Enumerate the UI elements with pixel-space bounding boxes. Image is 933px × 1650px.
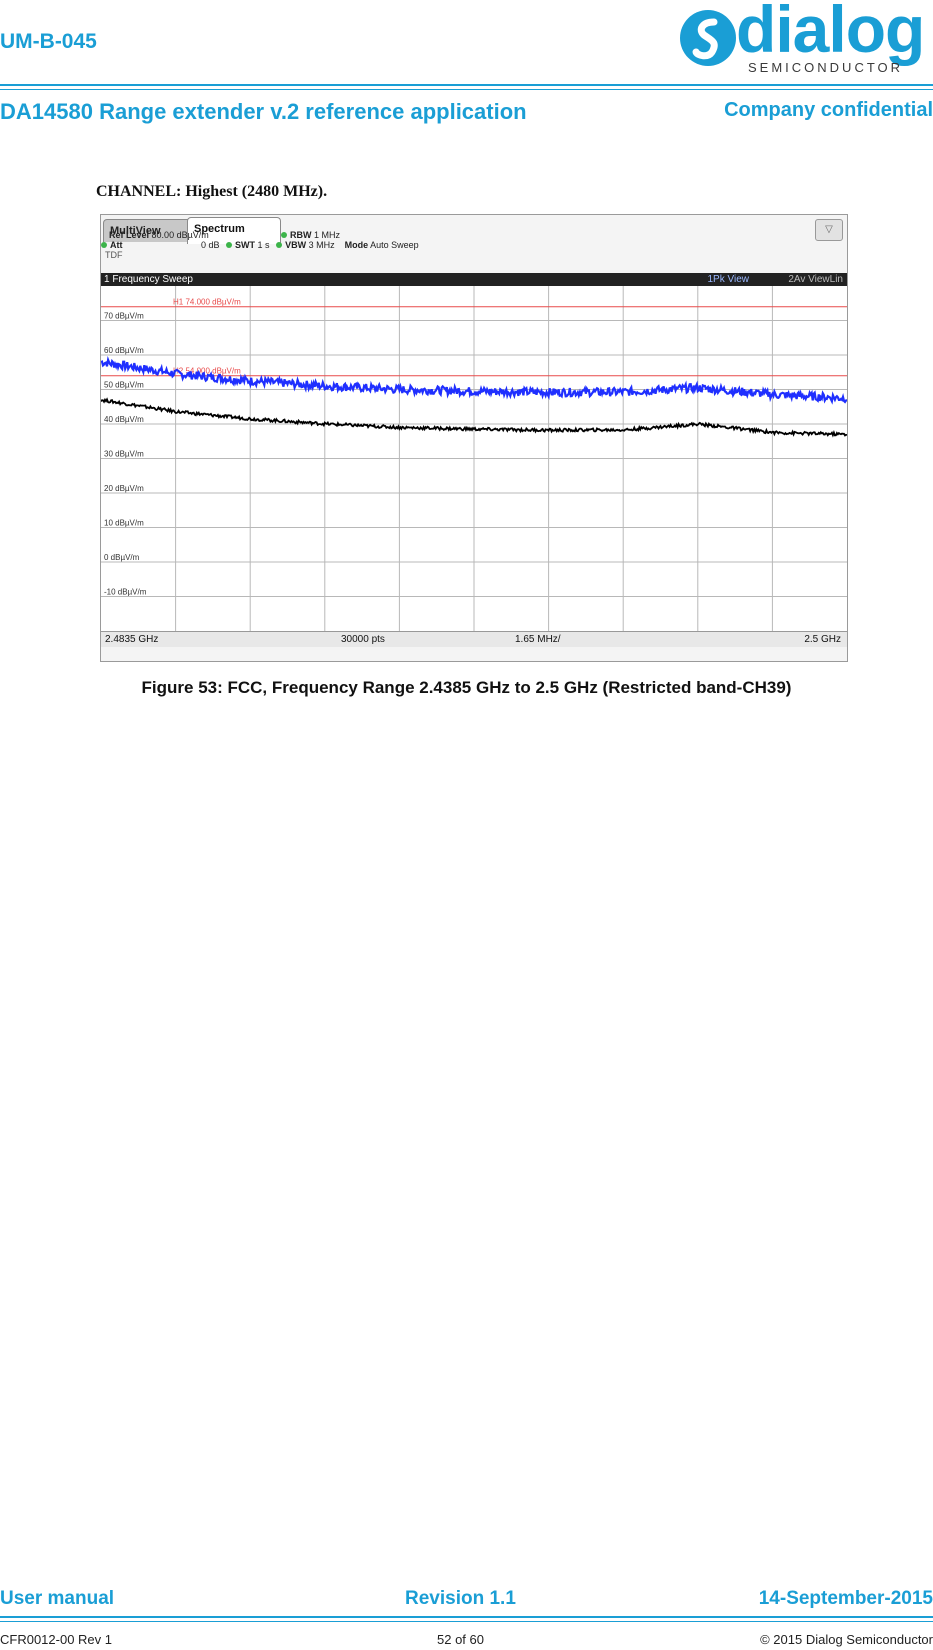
document-id: UM-B-045 [0,30,97,53]
header-rule-top [0,84,933,86]
footer-revision: Revision 1.1 [405,1588,516,1609]
y-tick-label: 40 dBµV/m [104,415,144,424]
y-tick-label: 60 dBµV/m [104,346,144,355]
trace1-label: 1Pk View [707,274,749,285]
y-tick-label: 50 dBµV/m [104,381,144,390]
logo-subtitle: SEMICONDUCTOR [748,60,904,75]
document-title: DA14580 Range extender v.2 reference app… [0,99,527,124]
footer-copyright: © 2015 Dialog Semiconductor [760,1632,933,1647]
span-per-division: 1.65 MHz/ [515,634,561,645]
att-row: Att [101,240,123,250]
sweep-title: 1 Frequency Sweep [104,274,193,285]
limit-line-label: H2 54.000 dBµV/m [173,367,241,376]
y-tick-label: -10 dBµV/m [104,588,147,597]
footer-rule-top [0,1616,933,1618]
logo-word: dialog [736,0,925,66]
y-tick-label: 20 dBµV/m [104,484,144,493]
y-tick-label: 0 dBµV/m [104,553,140,562]
status-dot-icon [101,242,107,248]
limit-line-label: H1 74.000 dBµV/m [173,298,241,307]
ref-level-row: Ref Level 80.00 dBµV/m [109,230,209,240]
y-tick-label: 10 dBµV/m [104,519,144,528]
tab-multiview: MultiView [103,219,193,242]
status-dot-icon [226,242,233,248]
dialog-logo: dialog SEMICONDUCTOR [678,0,933,78]
trace-average-line [101,397,847,438]
y-tick-label: 70 dBµV/m [104,312,144,321]
start-frequency: 2.4835 GHz [105,634,159,645]
confidentiality-label: Company confidential [724,99,933,121]
logo-mark-icon [680,10,736,66]
footer-form-id: CFR0012-00 Rev 1 [0,1632,112,1647]
y-tick-label: 30 dBµV/m [104,450,144,459]
footer-doc-type: User manual [0,1588,115,1609]
tdf-label: TDF [105,250,123,260]
channel-label: CHANNEL: Highest (2480 MHz). [96,183,328,200]
plot-footer-bar: 2.4835 GHz 30000 pts 1.65 MHz/ 2.5 GHz [101,631,847,647]
att-value-row: 0 dB SWT 1 s VBW 3 MHz Mode Auto Sweep [201,240,419,250]
sweep-title-bar: 1 Frequency Sweep 1Pk View 2Av ViewLin [101,273,847,286]
trace-peak-line [101,355,847,405]
status-dot-icon [281,232,287,238]
footer-rule-thin [0,1621,933,1622]
sweep-points: 30000 pts [341,634,385,645]
figure-caption: Figure 53: FCC, Frequency Range 2.4385 G… [141,678,792,697]
stop-frequency: 2.5 GHz [804,634,841,645]
footer-date: 14-September-2015 [758,1588,933,1609]
rbw-row: RBW 1 MHz [281,230,340,240]
tab-spectrum: Spectrum [187,217,281,244]
dropdown-arrow-icon: ▽ [815,219,843,241]
spectrum-plot: 70 dBµV/m 60 dBµV/m 50 dBµV/m 40 dBµV/m 30 d… [101,286,847,631]
trace2-label: 2Av ViewLin [788,274,843,285]
header-rule-thin [0,89,933,90]
footer-page-number: 52 of 60 [437,1632,484,1647]
spectrum-analyzer-screenshot: MultiView Spectrum ▽ Ref Level 80.00 dBµ… [100,214,848,662]
status-dot-icon [276,242,283,248]
